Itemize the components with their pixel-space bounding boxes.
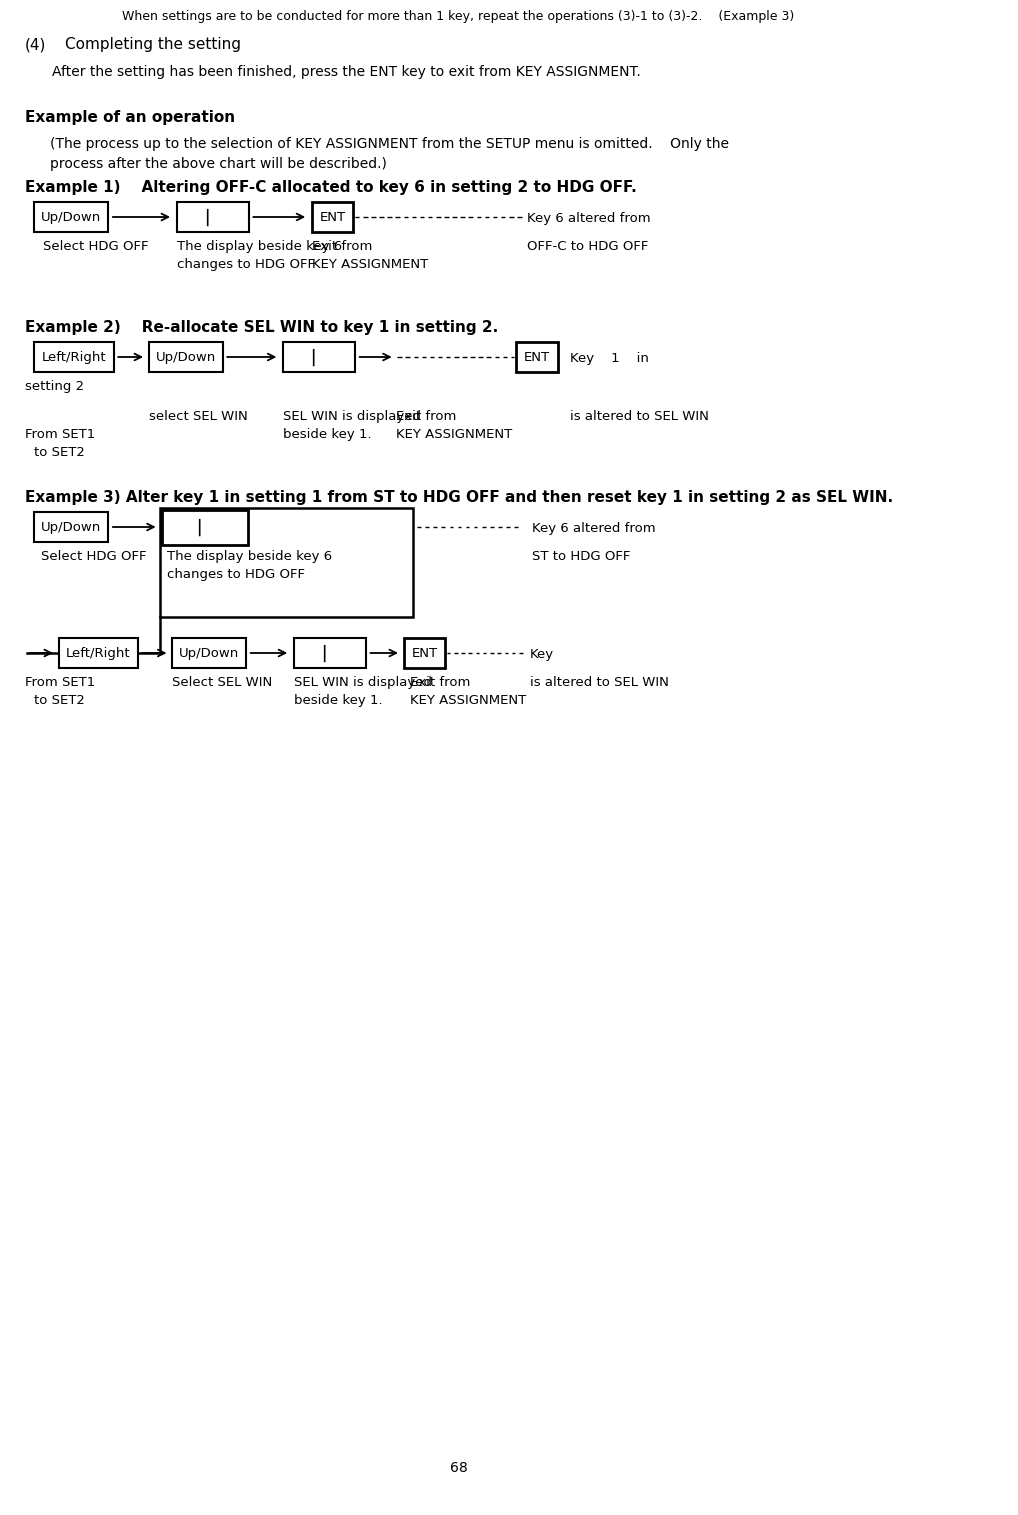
Text: (The process up to the selection of KEY ASSIGNMENT from the SETUP menu is omitte: (The process up to the selection of KEY …	[50, 136, 729, 152]
Text: Example 1)    Altering OFF-C allocated to key 6 in setting 2 to HDG OFF.: Example 1) Altering OFF-C allocated to k…	[25, 180, 637, 195]
Text: Example 2)    Re-allocate SEL WIN to key 1 in setting 2.: Example 2) Re-allocate SEL WIN to key 1 …	[25, 320, 499, 335]
Text: Select HDG OFF: Select HDG OFF	[41, 550, 146, 564]
FancyBboxPatch shape	[149, 342, 223, 373]
FancyBboxPatch shape	[403, 638, 445, 668]
Text: Key: Key	[529, 648, 554, 661]
FancyBboxPatch shape	[35, 201, 108, 232]
FancyBboxPatch shape	[176, 201, 248, 232]
Text: beside key 1.: beside key 1.	[294, 694, 383, 708]
Text: ▏: ▏	[207, 208, 219, 226]
Text: SEL WIN is displayed: SEL WIN is displayed	[294, 676, 432, 689]
Text: Left/Right: Left/Right	[66, 647, 130, 659]
Text: ENT: ENT	[524, 350, 550, 364]
Text: ENT: ENT	[411, 647, 438, 659]
FancyBboxPatch shape	[35, 512, 108, 542]
Text: Key 6 altered from: Key 6 altered from	[531, 523, 656, 535]
Text: Key    1    in: Key 1 in	[570, 351, 649, 365]
Text: SEL WIN is displayed: SEL WIN is displayed	[283, 411, 420, 423]
Text: Exit from: Exit from	[396, 411, 457, 423]
Text: changes to HDG OFF: changes to HDG OFF	[176, 258, 315, 271]
Text: ▏: ▏	[324, 644, 336, 662]
Text: Left/Right: Left/Right	[42, 350, 106, 364]
Text: Example of an operation: Example of an operation	[25, 111, 235, 126]
FancyBboxPatch shape	[312, 201, 353, 232]
Text: KEY ASSIGNMENT: KEY ASSIGNMENT	[410, 694, 526, 708]
Text: Key 6 altered from: Key 6 altered from	[527, 212, 651, 226]
Text: When settings are to be conducted for more than 1 key, repeat the operations (3): When settings are to be conducted for mo…	[122, 11, 795, 23]
Text: After the setting has been finished, press the ENT key to exit from KEY ASSIGNME: After the setting has been finished, pre…	[52, 65, 641, 79]
Text: The display beside key 6: The display beside key 6	[167, 550, 332, 564]
Text: KEY ASSIGNMENT: KEY ASSIGNMENT	[396, 429, 513, 441]
Text: ▏: ▏	[313, 348, 326, 367]
Text: ST to HDG OFF: ST to HDG OFF	[531, 550, 630, 564]
Text: ▏: ▏	[199, 518, 212, 536]
Text: Completing the setting: Completing the setting	[65, 36, 241, 52]
Text: Up/Down: Up/Down	[41, 211, 102, 224]
FancyBboxPatch shape	[162, 509, 247, 544]
Text: The display beside key 6: The display beside key 6	[176, 239, 342, 253]
Text: Exit from: Exit from	[312, 239, 373, 253]
Text: From SET1: From SET1	[25, 676, 96, 689]
Text: beside key 1.: beside key 1.	[283, 429, 372, 441]
Text: is altered to SEL WIN: is altered to SEL WIN	[529, 676, 669, 689]
Text: Example 3) Alter key 1 in setting 1 from ST to HDG OFF and then reset key 1 in s: Example 3) Alter key 1 in setting 1 from…	[25, 489, 894, 504]
Text: (4): (4)	[25, 36, 47, 52]
FancyBboxPatch shape	[283, 342, 355, 373]
FancyBboxPatch shape	[516, 342, 558, 373]
FancyBboxPatch shape	[294, 638, 365, 668]
Text: is altered to SEL WIN: is altered to SEL WIN	[570, 411, 710, 423]
Text: changes to HDG OFF: changes to HDG OFF	[167, 568, 304, 580]
Text: ENT: ENT	[320, 211, 345, 224]
Text: Up/Down: Up/Down	[179, 647, 239, 659]
Text: setting 2: setting 2	[25, 380, 84, 392]
Text: KEY ASSIGNMENT: KEY ASSIGNMENT	[312, 258, 428, 271]
FancyBboxPatch shape	[35, 342, 114, 373]
Text: OFF-C to HDG OFF: OFF-C to HDG OFF	[527, 239, 648, 253]
Text: Select SEL WIN: Select SEL WIN	[172, 676, 273, 689]
Text: 68: 68	[450, 1460, 467, 1476]
FancyBboxPatch shape	[59, 638, 137, 668]
Text: process after the above chart will be described.): process after the above chart will be de…	[50, 158, 387, 171]
Text: select SEL WIN: select SEL WIN	[149, 411, 247, 423]
Text: Select HDG OFF: Select HDG OFF	[43, 239, 149, 253]
Text: to SET2: to SET2	[35, 445, 86, 459]
Text: to SET2: to SET2	[35, 694, 86, 708]
FancyBboxPatch shape	[172, 638, 246, 668]
Text: Up/Down: Up/Down	[156, 350, 216, 364]
Text: Exit from: Exit from	[410, 676, 470, 689]
Text: Up/Down: Up/Down	[41, 521, 102, 533]
Text: From SET1: From SET1	[25, 429, 96, 441]
